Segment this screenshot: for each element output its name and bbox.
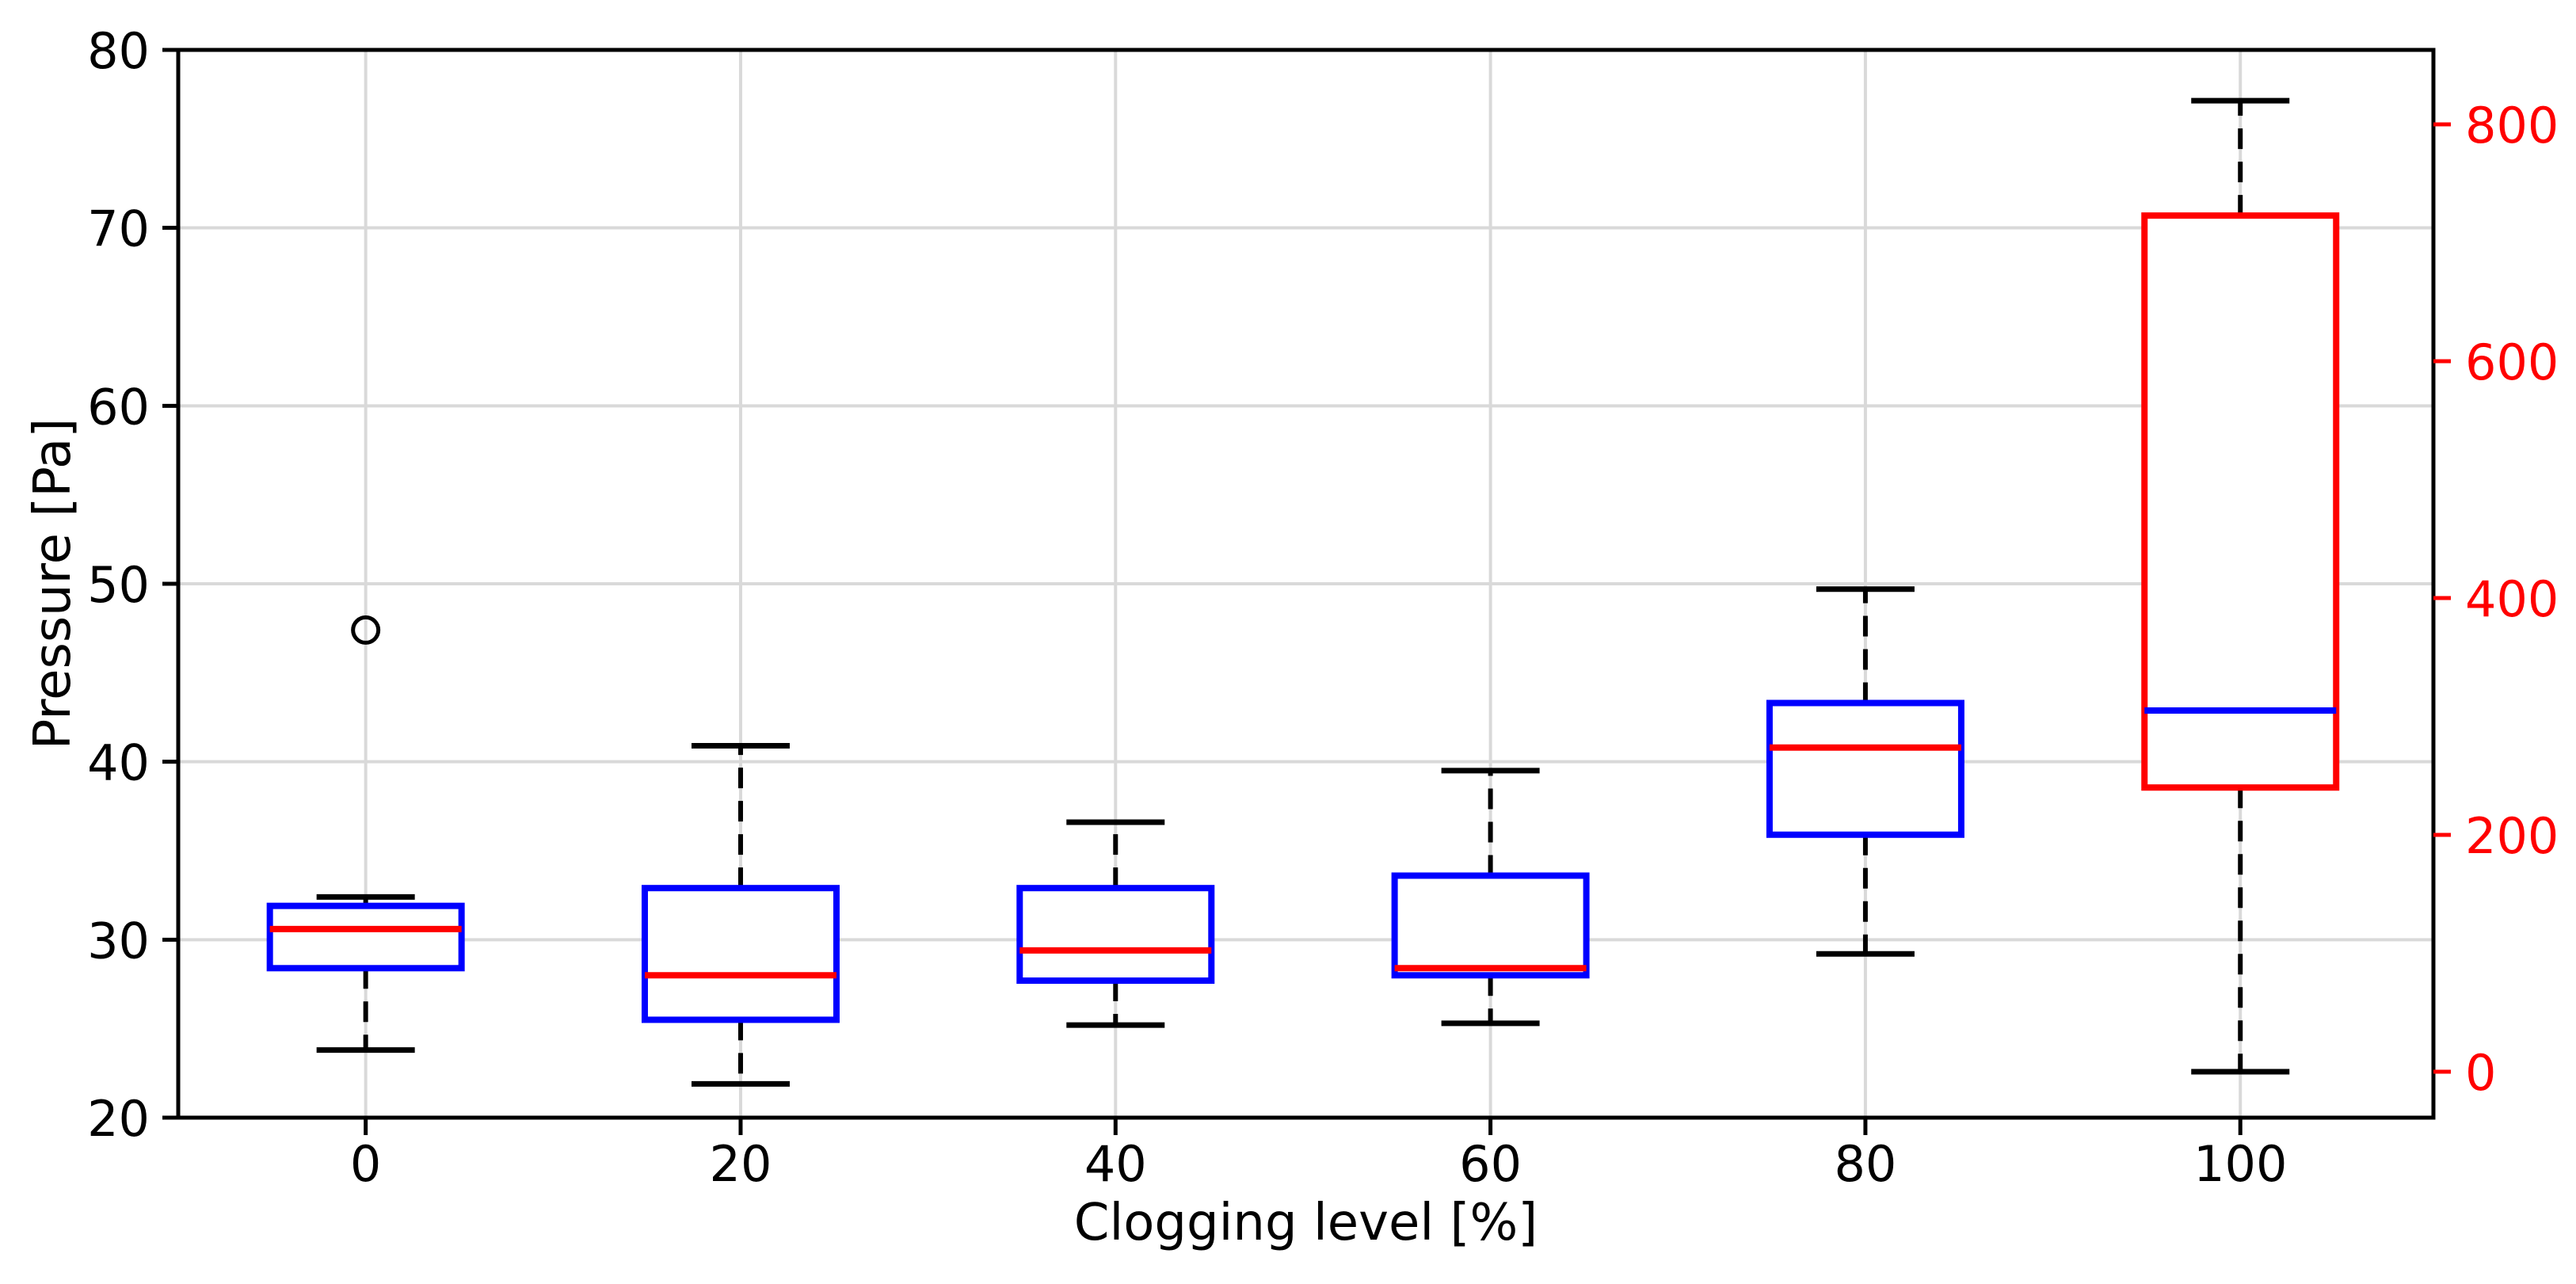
- y-left-tick-label-60: 60: [87, 378, 150, 436]
- y-left-tick-label-70: 70: [87, 200, 150, 258]
- y-right-tick-label-800: 800: [2465, 97, 2559, 154]
- y-left-tick-label-30: 30: [87, 912, 150, 970]
- box-group-40: [1016, 819, 1215, 1028]
- x-tick-label-80: 80: [1834, 1135, 1896, 1193]
- box-40: [1016, 885, 1215, 985]
- box-60: [1391, 872, 1590, 979]
- box-80: [1766, 699, 1964, 838]
- box-0: [266, 902, 465, 972]
- y-axis-label: Pressure [Pa]: [24, 418, 82, 750]
- box-group-0: [266, 615, 465, 1053]
- y-left-tick-label-40: 40: [87, 734, 150, 792]
- y-right-tick-label-600: 600: [2465, 333, 2559, 391]
- y-left-tick-label-20: 20: [87, 1090, 150, 1148]
- box-group-100: [2141, 97, 2340, 1075]
- y-right-tick-label-400: 400: [2465, 570, 2559, 628]
- box-group-20: [641, 742, 840, 1087]
- y-left-tick-label-50: 50: [87, 556, 150, 614]
- x-tick-label-20: 20: [710, 1135, 772, 1193]
- box-20: [641, 885, 840, 1023]
- x-tick-label-60: 60: [1459, 1135, 1522, 1193]
- x-tick-label-40: 40: [1084, 1135, 1147, 1193]
- box-group-80: [1766, 586, 1964, 957]
- y-right-tick-label-0: 0: [2465, 1044, 2496, 1102]
- x-tick-label-0: 0: [350, 1135, 381, 1193]
- y-left-tick-label-80: 80: [87, 22, 150, 80]
- box-100: [2141, 212, 2340, 791]
- box-group-60: [1391, 768, 1590, 1027]
- flier-0: [351, 615, 381, 645]
- x-axis-label: Clogging level [%]: [1074, 1194, 1538, 1252]
- x-tick-label-100: 100: [2193, 1135, 2287, 1193]
- y-right-tick-label-200: 200: [2465, 807, 2559, 865]
